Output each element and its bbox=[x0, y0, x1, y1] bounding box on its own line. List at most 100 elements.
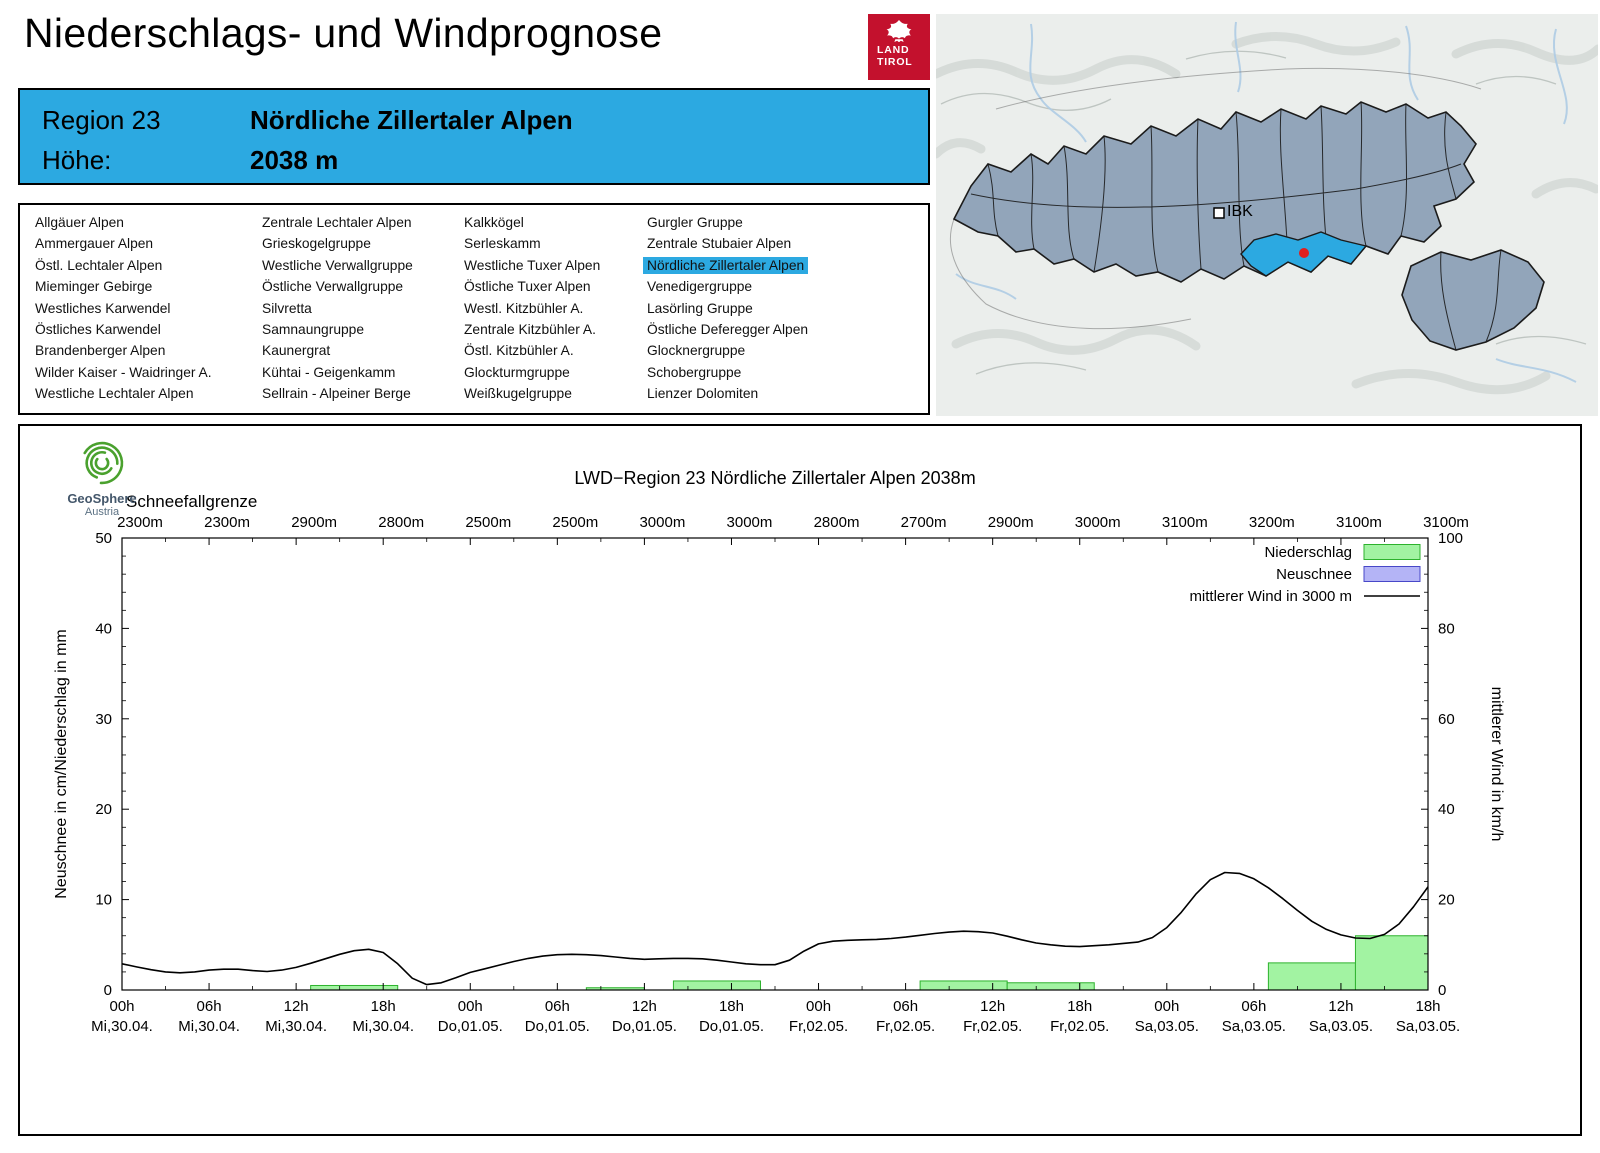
region-list-item[interactable]: Lienzer Dolomiten bbox=[647, 386, 759, 402]
legend-label: Niederschlag bbox=[1264, 544, 1352, 561]
list-item: Westliche Verwallgruppe bbox=[262, 258, 464, 279]
region-list-item[interactable]: Nördliche Zillertaler Alpen bbox=[643, 256, 809, 274]
region-list-item[interactable]: Gurgler Gruppe bbox=[647, 215, 743, 230]
x-tick-date: Mi,30.04. bbox=[91, 1018, 153, 1035]
list-item: Zentrale Kitzbühler A. bbox=[464, 322, 647, 343]
list-item: Zentrale Stubaier Alpen bbox=[647, 236, 928, 257]
precipitation-bar bbox=[310, 984, 399, 991]
region-list-item[interactable]: Zentrale Stubaier Alpen bbox=[647, 236, 792, 252]
region-list-item[interactable]: Samnaungruppe bbox=[262, 321, 365, 337]
region-list-item[interactable]: Östliches Karwendel bbox=[35, 321, 161, 337]
x-tick-time: 12h bbox=[284, 998, 309, 1015]
region-list-column: Zentrale Lechtaler Alpen Grieskogelgruppe… bbox=[262, 215, 464, 413]
x-tick-time: 00h bbox=[806, 998, 831, 1015]
snowline-value: 3100m bbox=[1336, 514, 1382, 531]
region-list-item[interactable]: Östl. Lechtaler Alpen bbox=[35, 257, 163, 273]
y-left-tick: 50 bbox=[95, 530, 112, 547]
list-item: Glockturmgruppe bbox=[464, 365, 647, 386]
region-list-item[interactable]: Allgäuer Alpen bbox=[35, 215, 124, 230]
list-item: Lasörling Gruppe bbox=[647, 301, 928, 322]
land-tirol-logo: LAND TIROL bbox=[868, 14, 930, 80]
region-list-item[interactable]: Wilder Kaiser - Waidringer A. bbox=[35, 364, 212, 380]
region-list-item[interactable]: Silvretta bbox=[262, 300, 312, 316]
snowline-value: 3000m bbox=[639, 514, 685, 531]
region-list-item[interactable]: Östl. Kitzbühler A. bbox=[464, 343, 574, 359]
region-list-item[interactable]: Ammergauer Alpen bbox=[35, 236, 154, 252]
state-border-lines bbox=[949, 67, 1482, 330]
x-tick-time: 18h bbox=[719, 998, 744, 1015]
region-list-item[interactable]: Sellrain - Alpeiner Berge bbox=[262, 386, 411, 402]
y-left-tick: 40 bbox=[95, 620, 112, 637]
region-list-item[interactable]: Westliche Verwallgruppe bbox=[262, 257, 413, 273]
region-list-item[interactable]: Grieskogelgruppe bbox=[262, 236, 371, 252]
list-item: Serleskamm bbox=[464, 236, 647, 257]
east-tirol-shape bbox=[1401, 249, 1545, 351]
geosphere-logo: GeoSphere Austria bbox=[54, 440, 150, 518]
tirol-map[interactable]: IBK bbox=[931, 14, 1600, 416]
height-value: 2038 m bbox=[250, 144, 339, 175]
region-list-item[interactable]: Westliches Karwendel bbox=[35, 300, 171, 316]
list-item: Östliche Tuxer Alpen bbox=[464, 279, 647, 300]
region-list-item[interactable]: Westliche Tuxer Alpen bbox=[464, 257, 601, 273]
legend-swatch bbox=[1363, 544, 1421, 560]
legend-label: mittlerer Wind in 3000 m bbox=[1189, 588, 1352, 605]
list-item: Nördliche Zillertaler Alpen bbox=[643, 256, 928, 279]
list-item: Östliches Karwendel bbox=[35, 322, 262, 343]
wind-line bbox=[121, 871, 1429, 986]
x-tick-date: Mi,30.04. bbox=[178, 1018, 240, 1035]
x-tick-date: Mi,30.04. bbox=[352, 1018, 414, 1035]
region-list-item[interactable]: Kalkkögel bbox=[464, 215, 524, 230]
list-item: Westliche Tuxer Alpen bbox=[464, 258, 647, 279]
region-list-item[interactable]: Serleskamm bbox=[464, 236, 541, 252]
x-tick-date: Fr,02.05. bbox=[789, 1018, 848, 1035]
region-list-item[interactable]: Zentrale Lechtaler Alpen bbox=[262, 215, 412, 230]
region-list-item[interactable]: Westl. Kitzbühler A. bbox=[464, 300, 584, 316]
ibk-label: IBK bbox=[1227, 203, 1253, 220]
list-item: Östliche Deferegger Alpen bbox=[647, 322, 928, 343]
plot-frame bbox=[121, 537, 1429, 991]
region-list-column: Gurgler Gruppe Zentrale Stubaier Alpen Nör… bbox=[643, 215, 928, 413]
region-list-item[interactable]: Östliche Verwallgruppe bbox=[262, 279, 404, 295]
region-list-item[interactable]: Glockturmgruppe bbox=[464, 364, 570, 380]
region-list-item[interactable]: Glocknergruppe bbox=[647, 343, 746, 359]
region-list-item[interactable]: Schobergruppe bbox=[647, 364, 742, 380]
list-item: Kalkkögel bbox=[464, 215, 647, 236]
tirol-eagle-icon bbox=[886, 19, 912, 42]
x-tick-date: Sa,03.05. bbox=[1135, 1018, 1199, 1035]
snowline-value: 3000m bbox=[727, 514, 773, 531]
region-list-item[interactable]: Weißkugelgruppe bbox=[464, 386, 572, 402]
list-item: Östl. Kitzbühler A. bbox=[464, 343, 647, 364]
region-list-item[interactable]: Lasörling Gruppe bbox=[647, 300, 753, 316]
region-list-item[interactable]: Östliche Deferegger Alpen bbox=[647, 321, 809, 337]
forecast-chart-svg: LWD−Region 23 Nördliche Zillertaler Alpe… bbox=[53, 468, 1505, 1035]
snowline-value: 2500m bbox=[552, 514, 598, 531]
y-right-tick: 80 bbox=[1438, 620, 1455, 637]
region-list-column: Allgäuer Alpen Ammergauer Alpen Östl. Lech… bbox=[35, 215, 262, 413]
list-item: Lienzer Dolomiten bbox=[647, 386, 928, 407]
precipitation-bar bbox=[1006, 982, 1095, 991]
region-list-item[interactable]: Kaunergrat bbox=[262, 343, 331, 359]
list-item: Brandenberger Alpen bbox=[35, 343, 262, 364]
region-list-item[interactable]: Zentrale Kitzbühler A. bbox=[464, 321, 596, 337]
terrain-texture bbox=[931, 32, 1600, 395]
list-item: Östliche Verwallgruppe bbox=[262, 279, 464, 300]
tirol-map-svg[interactable]: IBK bbox=[931, 14, 1600, 416]
list-item: Wilder Kaiser - Waidringer A. bbox=[35, 365, 262, 386]
x-tick-time: 00h bbox=[1154, 998, 1179, 1015]
region-list-item[interactable]: Östliche Tuxer Alpen bbox=[464, 279, 591, 295]
region-list-item[interactable]: Venedigergruppe bbox=[647, 279, 753, 295]
x-tick-date: Sa,03.05. bbox=[1222, 1018, 1286, 1035]
region-list-item[interactable]: Mieminger Gebirge bbox=[35, 279, 153, 295]
region-list-item[interactable]: Kühtai - Geigenkamm bbox=[262, 364, 396, 380]
x-tick-time: 18h bbox=[1415, 998, 1440, 1015]
x-tick-time: 06h bbox=[545, 998, 570, 1015]
region-list-item[interactable]: Westliche Lechtaler Alpen bbox=[35, 386, 194, 402]
region-list-item[interactable]: Brandenberger Alpen bbox=[35, 343, 166, 359]
y-right-tick: 40 bbox=[1438, 801, 1455, 818]
y-right-tick: 100 bbox=[1438, 530, 1463, 547]
region-number-label: Region 23 bbox=[42, 104, 161, 135]
forecast-chart: GeoSphere Austria LWD−Region 23 Nördlich… bbox=[18, 424, 1582, 1136]
land-tirol-logo-text: LAND TIROL bbox=[877, 44, 913, 68]
x-tick-date: Sa,03.05. bbox=[1396, 1018, 1460, 1035]
